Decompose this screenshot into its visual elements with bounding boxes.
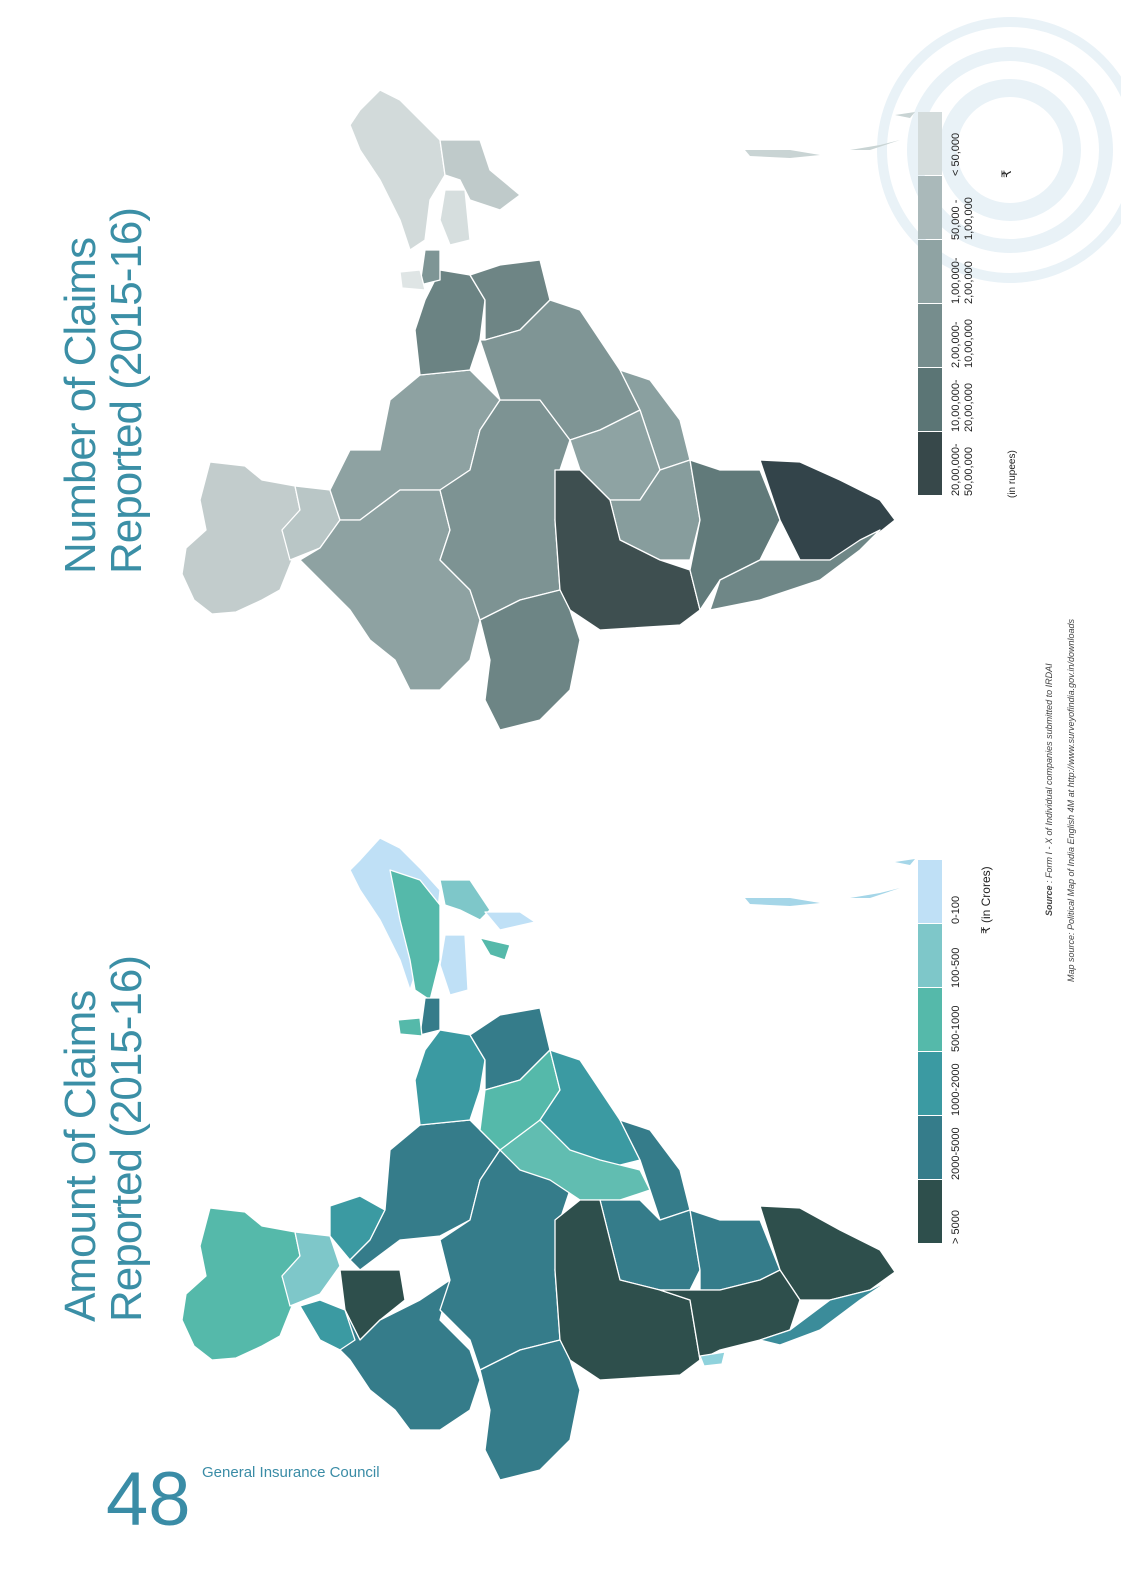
amount-legend-swatch-4 [918,1116,942,1179]
number-claims-title: Number of Claims Reported (2015-16) [56,207,151,574]
region-small-n [419,249,441,286]
amount-legend-swatch-5 [918,1180,942,1243]
amount-claims-title-line1: Amount of Claims [56,990,105,1322]
amount-legend-swatch-3 [918,1052,942,1115]
region-west-2 [281,1231,341,1307]
legend-label-bin-0: < 50,000 [950,132,962,176]
region-hp [439,139,521,211]
number-claims-title-line2: Reported (2015-16) [102,207,151,574]
region-uk [439,934,469,996]
region-karnataka [759,459,896,561]
region-south-lower [479,1339,581,1481]
number-legend-swatch-4 [918,368,942,431]
legend-label-bin-4: 2000-5000 [950,1127,962,1180]
region-small-n2 [399,269,426,291]
islands-east [745,112,915,158]
source-text: : Form I - X of Individual companies sub… [1044,663,1054,886]
region-west-lobe [181,461,301,615]
page-number: 48 [106,1457,191,1542]
amount-legend-swatch-1 [918,924,942,987]
legend-label-bin-2: 1,00,000- 2,00,000 [950,257,975,304]
amount-claims-unit: ₹ (in Crores) [979,866,993,934]
region-west-lobe [181,1207,301,1361]
legend-label-bin-5: 20,00,000- 50,00,000 [950,443,975,496]
region-small-n [419,997,441,1036]
region-teal-sw [299,1299,356,1351]
region-teal-n [479,937,511,961]
region-uk [439,189,471,246]
source-note: Source : Form I - X of Individual compan… [1044,663,1054,916]
legend-label-bin-2: 500-1000 [950,1005,962,1053]
number-legend-swatch-2 [918,240,942,303]
region-ne-south [479,589,581,731]
source-label: Source [1044,885,1054,916]
legend-label-bin-1: 50,000 -1,00,000 [950,197,975,240]
legend-label-bin-4: 10,00,000- 20,00,000 [950,379,975,432]
number-legend-swatch-5 [918,432,942,495]
number-legend-swatch-3 [918,304,942,367]
publisher-name: General Insurance Council [202,1464,380,1481]
amount-legend-swatch-2 [918,988,942,1051]
legend-label-bin-3: 2,00,000- 10,00,000 [950,319,975,368]
legend-label-bin-3: 1000-2000 [950,1063,962,1116]
number-claims-title-line1: Number of Claims [56,237,105,574]
region-hp [439,879,491,921]
amount-legend-swatch-0 [918,860,942,923]
legend-label-bin-5: > 5000 [950,1210,962,1244]
legend-label-bin-1: 100-500 [950,947,962,988]
region-kerala [709,529,881,611]
number-legend-swatch-1 [918,176,942,239]
number-claims-unit: (in rupees) [1007,450,1018,498]
region-small-light-s [699,1351,726,1367]
amount-claims-title: Amount of Claims Reported (2015-16) [56,955,151,1322]
region-jk [349,89,446,251]
legend-label-bin-0: 0-100 [950,895,962,924]
islands-east [745,859,915,906]
number-claims-currency-symbol: ₹ [999,169,1014,178]
region-dark-central [659,1269,801,1361]
region-kerala [759,1279,891,1346]
region-punjab [414,1029,486,1126]
region-small-n2 [397,1017,423,1037]
number-legend-swatch-0 [918,112,942,175]
amount-claims-title-line2: Reported (2015-16) [102,955,151,1322]
map-source-note: Map source: Political Map of India Engli… [1066,618,1076,982]
region-uk-light [484,911,536,931]
